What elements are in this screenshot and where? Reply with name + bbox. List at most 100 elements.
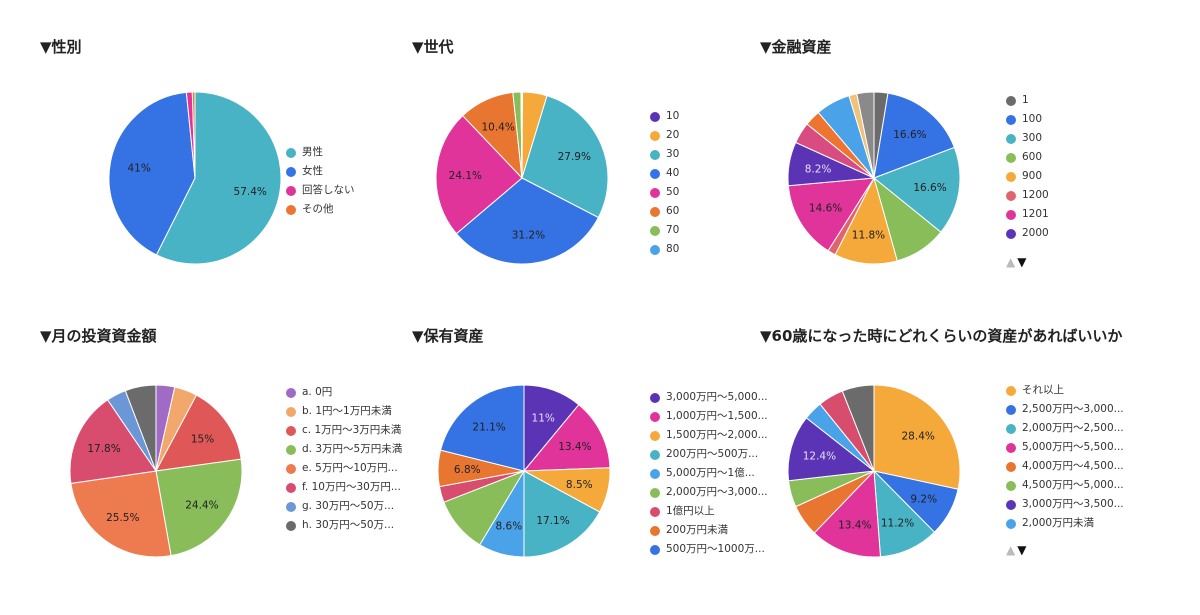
legend-label: 2000	[1022, 227, 1049, 239]
legend-swatch	[286, 166, 296, 177]
pie-slice[interactable]	[155, 458, 243, 557]
pie-slice[interactable]	[834, 176, 898, 265]
legend-item[interactable]: 500万円〜1000万...	[650, 543, 770, 556]
data-label: 11.2%	[881, 518, 914, 530]
legend-item[interactable]: 女性	[286, 165, 406, 178]
pie-slice[interactable]	[70, 470, 172, 558]
legend-item[interactable]: 3,000万円〜5,000...	[650, 391, 770, 404]
chart-panel-target-assets-at-60: ▼60歳になった時にどれくらいの資産があればいいか 28.4% 9.2% 11.2%…	[760, 325, 1180, 615]
legend-item[interactable]: 200万円未満	[650, 524, 770, 537]
legend-item[interactable]: 20	[650, 129, 770, 142]
pie-slice[interactable]	[523, 470, 601, 558]
legend-label: g. 30万円〜50万...	[302, 500, 395, 512]
legend-item[interactable]: 100	[1006, 113, 1126, 126]
page-up-icon[interactable]: ▲	[1006, 543, 1016, 557]
legend-item[interactable]: 2000	[1006, 227, 1126, 240]
legend-item[interactable]: 2,000万円〜2,500...	[1006, 422, 1126, 435]
legend-item[interactable]: 300	[1006, 132, 1126, 145]
legend-item[interactable]: 1,500万円〜2,000...	[650, 429, 770, 442]
pie-slice[interactable]	[155, 91, 282, 265]
legend-item[interactable]: 3,000万円〜3,500...	[1006, 498, 1126, 511]
legend-swatch	[650, 187, 660, 198]
legend-item[interactable]: 2,000万円未満	[1006, 517, 1126, 530]
legend-item[interactable]: 10	[650, 110, 770, 123]
legend-item[interactable]: 200万円〜500万...	[650, 448, 770, 461]
pie-slice[interactable]	[108, 91, 196, 256]
pie-slice[interactable]	[873, 384, 961, 490]
legend-item[interactable]: 1200	[1006, 189, 1126, 202]
pie-slice[interactable]	[435, 114, 523, 235]
legend-label: 3,000万円〜5,000...	[666, 391, 768, 403]
pie-slice[interactable]	[856, 91, 875, 179]
legend-item[interactable]: 1,000万円〜1,500...	[650, 410, 770, 423]
pie-slice[interactable]	[873, 146, 961, 233]
pie-chart: 15% 24.4% 25.5% 17.8%	[69, 384, 243, 558]
legend-item[interactable]: c. 1万円〜3万円未満	[286, 424, 406, 437]
chart-panel-financial-assets: ▼金融資産 16.6% 16.6% 11.8% 14.6% 8.2% 1 100 300 60…	[760, 36, 1140, 326]
legend-item[interactable]: 回答しない	[286, 184, 406, 197]
legend-swatch	[286, 387, 296, 398]
legend-item[interactable]: 80	[650, 243, 770, 256]
legend-item[interactable]: それ以上	[1006, 384, 1126, 397]
legend-swatch	[286, 520, 296, 531]
pie-slice[interactable]	[439, 384, 525, 472]
page-down-icon[interactable]: ▼	[1017, 255, 1027, 269]
pie-slice[interactable]	[787, 177, 875, 252]
pie-slice[interactable]	[191, 91, 196, 179]
legend-label: a. 0円	[302, 386, 333, 398]
legend-item[interactable]: 40	[650, 167, 770, 180]
legend-swatch	[1006, 518, 1016, 529]
legend-item[interactable]: 5,000万円〜1億...	[650, 467, 770, 480]
legend-item[interactable]: 男性	[286, 146, 406, 159]
legend-swatch	[650, 449, 660, 460]
legend: 1 100 300 600 900 1200 1201 2000	[1006, 94, 1126, 246]
legend-item[interactable]: 2,500万円〜3,000...	[1006, 403, 1126, 416]
pie-slice[interactable]	[124, 384, 157, 472]
page-up-icon[interactable]: ▲	[1006, 255, 1016, 269]
legend-item[interactable]: 70	[650, 224, 770, 237]
legend-item[interactable]: 50	[650, 186, 770, 199]
legend-item[interactable]: 900	[1006, 170, 1126, 183]
legend-item[interactable]: e. 5万円〜10万円...	[286, 462, 406, 475]
legend-swatch	[1006, 209, 1016, 220]
legend-label: 2,500万円〜3,000...	[1022, 403, 1124, 415]
legend-item[interactable]: 4,500万円〜5,000...	[1006, 479, 1126, 492]
pie-slice[interactable]	[813, 469, 882, 558]
pie-slice[interactable]	[873, 92, 956, 179]
legend-label: 300	[1022, 132, 1043, 144]
pie-slice[interactable]	[520, 91, 523, 179]
legend-label: 5,000万円〜5,500...	[1022, 441, 1124, 453]
legend-item[interactable]: 30	[650, 148, 770, 161]
legend-item[interactable]: b. 1円〜1万円未満	[286, 405, 406, 418]
pie-slice[interactable]	[522, 404, 611, 472]
legend-item[interactable]: 1201	[1006, 208, 1126, 221]
data-label: 27.9%	[558, 151, 591, 163]
pie-slice[interactable]	[69, 399, 157, 484]
legend-item[interactable]: d. 3万円〜5万円未満	[286, 443, 406, 456]
legend-item[interactable]: その他	[286, 203, 406, 216]
pie-slice[interactable]	[787, 417, 876, 482]
legend-label: それ以上	[1022, 384, 1064, 396]
legend-swatch	[1006, 95, 1016, 106]
legend-item[interactable]: 1億円以上	[650, 505, 770, 518]
pie-slice[interactable]	[155, 394, 242, 472]
legend-item[interactable]: 1	[1006, 94, 1126, 107]
legend-item[interactable]: 2,000万円〜3,000...	[650, 486, 770, 499]
legend-item[interactable]: a. 0円	[286, 386, 406, 399]
pie-slice[interactable]	[841, 384, 875, 472]
legend-item[interactable]: 600	[1006, 151, 1126, 164]
legend-label: e. 5万円〜10万円...	[302, 462, 398, 474]
chart-title: ▼保有資産	[412, 327, 484, 345]
pie-chart: 11% 13.4% 8.5% 17.1% 8.6% 6.8% 21.1%	[437, 384, 611, 558]
legend-swatch	[286, 482, 296, 493]
pie-slice[interactable]	[521, 95, 609, 219]
legend-swatch	[650, 506, 660, 517]
pie-slice[interactable]	[455, 177, 600, 265]
legend-item[interactable]: g. 30万円〜50万...	[286, 500, 406, 513]
legend-item[interactable]: 5,000万円〜5,500...	[1006, 441, 1126, 454]
legend-item[interactable]: h. 30万円〜50万...	[286, 519, 406, 532]
legend-item[interactable]: f. 10万円〜30万円...	[286, 481, 406, 494]
legend-item[interactable]: 60	[650, 205, 770, 218]
page-down-icon[interactable]: ▼	[1017, 543, 1027, 557]
legend-item[interactable]: 4,000万円〜4,500...	[1006, 460, 1126, 473]
